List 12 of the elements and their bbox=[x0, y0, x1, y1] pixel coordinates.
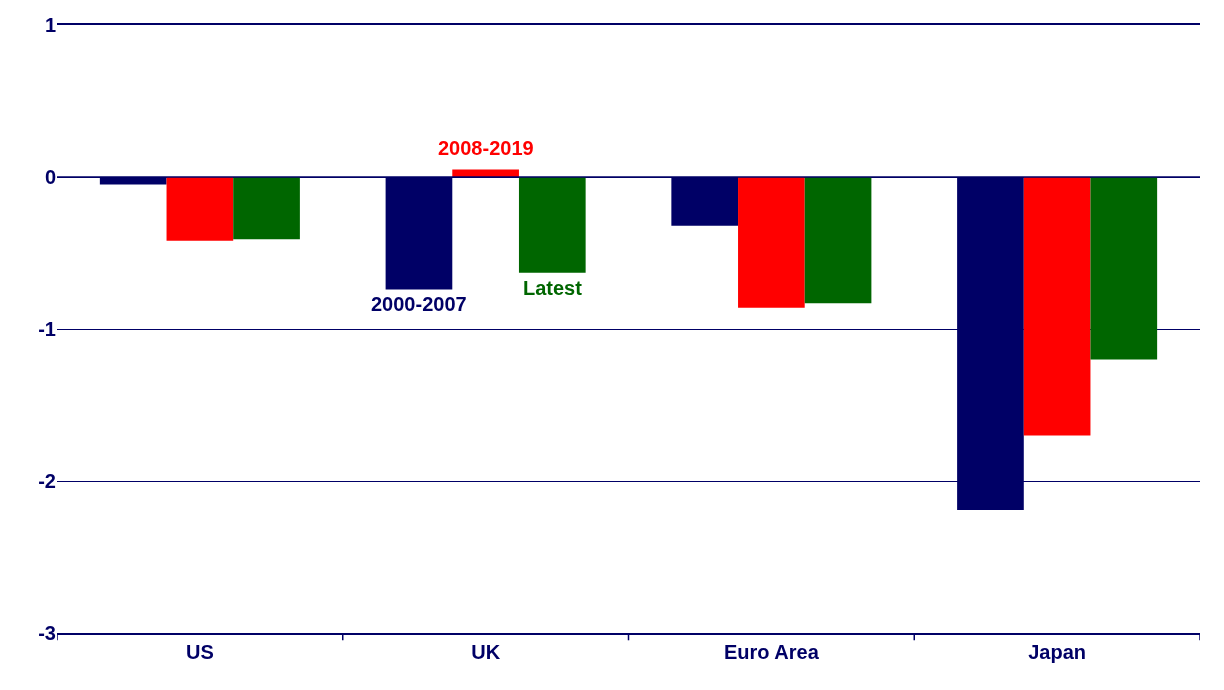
y-tick-label: -2 bbox=[38, 470, 56, 492]
y-tick-label: -3 bbox=[38, 622, 56, 644]
series-label: 2008-2019 bbox=[438, 137, 534, 159]
series-label: 2000-2007 bbox=[371, 293, 467, 315]
y-tick-label: 0 bbox=[44, 166, 56, 188]
y-tick-label: 1 bbox=[44, 14, 56, 36]
y-tick-label: -1 bbox=[38, 318, 56, 340]
x-tick-label: UK bbox=[471, 640, 501, 663]
x-tick-label: Japan bbox=[1028, 640, 1087, 663]
x-tick-label: US bbox=[185, 640, 214, 663]
x-tick-label: Euro Area bbox=[723, 640, 820, 663]
series-label: Latest bbox=[523, 277, 583, 299]
